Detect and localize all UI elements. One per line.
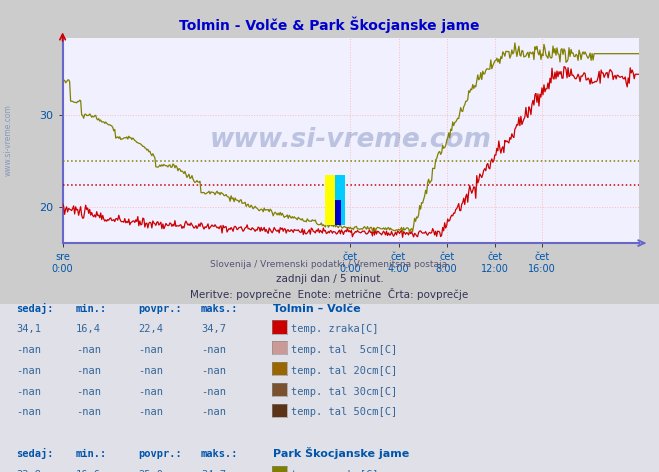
Text: -nan: -nan: [16, 387, 42, 396]
Text: min.:: min.:: [76, 303, 107, 313]
Text: www.si-vreme.com: www.si-vreme.com: [210, 127, 492, 153]
Text: povpr.:: povpr.:: [138, 303, 182, 313]
Text: -nan: -nan: [138, 407, 163, 417]
Text: -nan: -nan: [76, 407, 101, 417]
Text: 25,0: 25,0: [138, 470, 163, 472]
Text: temp. tal 30cm[C]: temp. tal 30cm[C]: [291, 387, 397, 396]
Text: temp. zraka[C]: temp. zraka[C]: [291, 324, 379, 334]
Text: 16,4: 16,4: [76, 324, 101, 334]
Text: temp. tal 20cm[C]: temp. tal 20cm[C]: [291, 366, 397, 376]
Text: -nan: -nan: [16, 366, 42, 376]
Text: sedaj:: sedaj:: [16, 303, 54, 313]
Text: -nan: -nan: [138, 345, 163, 355]
Text: Tolmin – Volče: Tolmin – Volče: [273, 303, 361, 313]
Text: zadnji dan / 5 minut.: zadnji dan / 5 minut.: [275, 274, 384, 284]
Text: -nan: -nan: [138, 387, 163, 396]
Bar: [326, 175, 335, 225]
Text: 33,8: 33,8: [16, 470, 42, 472]
Bar: [335, 175, 345, 225]
Text: maks.:: maks.:: [201, 303, 239, 313]
Text: Tolmin - Volče & Park Škocjanske jame: Tolmin - Volče & Park Škocjanske jame: [179, 17, 480, 33]
Text: temp. tal  5cm[C]: temp. tal 5cm[C]: [291, 345, 397, 355]
Text: -nan: -nan: [16, 407, 42, 417]
Text: 16,6: 16,6: [76, 470, 101, 472]
Text: -nan: -nan: [201, 366, 226, 376]
Text: 34,7: 34,7: [201, 324, 226, 334]
Text: povpr.:: povpr.:: [138, 449, 182, 459]
Text: sedaj:: sedaj:: [16, 448, 54, 459]
Text: maks.:: maks.:: [201, 449, 239, 459]
Text: 34,7: 34,7: [201, 470, 226, 472]
Text: Park Škocjanske jame: Park Škocjanske jame: [273, 447, 410, 459]
Text: -nan: -nan: [76, 345, 101, 355]
Text: 34,1: 34,1: [16, 324, 42, 334]
Text: -nan: -nan: [138, 366, 163, 376]
Text: temp. zraka[C]: temp. zraka[C]: [291, 470, 379, 472]
Bar: [335, 200, 341, 225]
Text: Meritve: povprečne  Enote: metrične  Črta: povprečje: Meritve: povprečne Enote: metrične Črta:…: [190, 288, 469, 300]
Text: 22,4: 22,4: [138, 324, 163, 334]
Text: -nan: -nan: [76, 366, 101, 376]
Text: min.:: min.:: [76, 449, 107, 459]
Text: -nan: -nan: [201, 345, 226, 355]
Text: -nan: -nan: [76, 387, 101, 396]
Text: temp. tal 50cm[C]: temp. tal 50cm[C]: [291, 407, 397, 417]
Text: -nan: -nan: [201, 387, 226, 396]
Text: -nan: -nan: [16, 345, 42, 355]
Text: www.si-vreme.com: www.si-vreme.com: [3, 104, 13, 177]
Text: Slovenija / Vremenski podatki / Vremenitsna postaja.: Slovenija / Vremenski podatki / Vremenit…: [210, 260, 449, 269]
Text: -nan: -nan: [201, 407, 226, 417]
